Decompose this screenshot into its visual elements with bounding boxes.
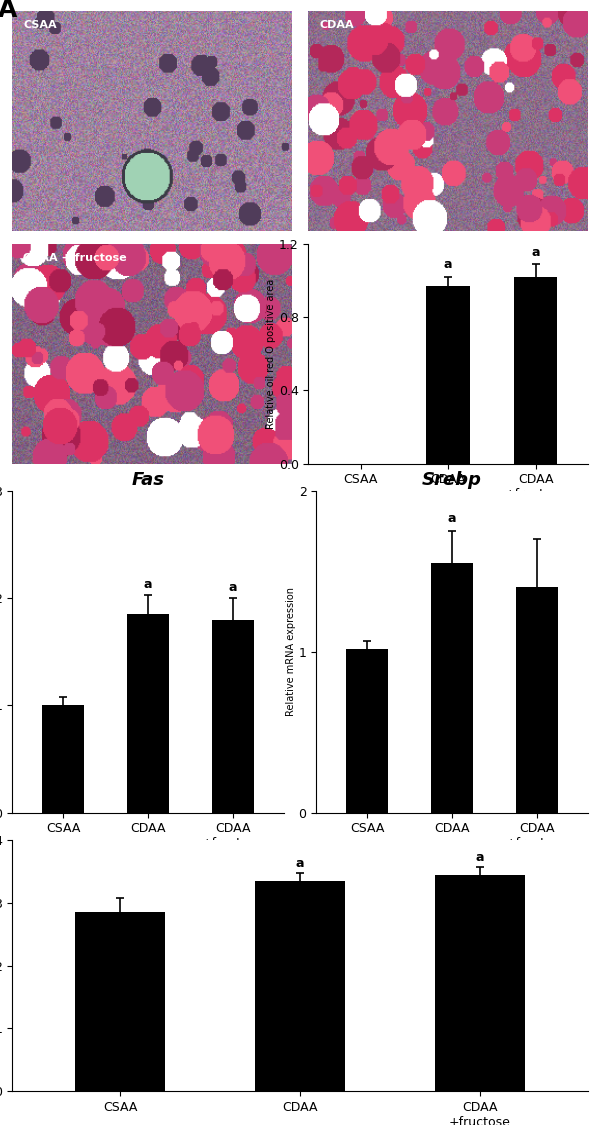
Bar [42,705,84,812]
Bar [212,620,254,812]
Bar [346,648,388,812]
Title: Fas: Fas [131,471,164,489]
Text: a: a [448,512,457,524]
Title: Srebp: Srebp [422,471,482,489]
Text: a: a [532,245,540,259]
Text: CDAA + fructose: CDAA + fructose [23,253,127,263]
Bar [431,564,473,812]
Bar [127,614,169,812]
Bar [255,881,345,1091]
Y-axis label: Relative oil red O positive area: Relative oil red O positive area [266,279,276,429]
Text: a: a [229,580,237,594]
Text: A: A [0,0,17,22]
Text: a: a [143,577,152,591]
Text: a: a [296,857,304,870]
Text: CDAA: CDAA [320,20,354,30]
Text: a: a [444,259,452,271]
Bar [516,587,558,812]
Bar [514,277,557,464]
Bar [435,874,525,1091]
Text: CSAA: CSAA [23,20,57,30]
Bar [427,286,470,464]
Text: a: a [476,850,484,864]
Bar [75,912,165,1091]
Y-axis label: Relative mRNA expression: Relative mRNA expression [286,587,296,717]
